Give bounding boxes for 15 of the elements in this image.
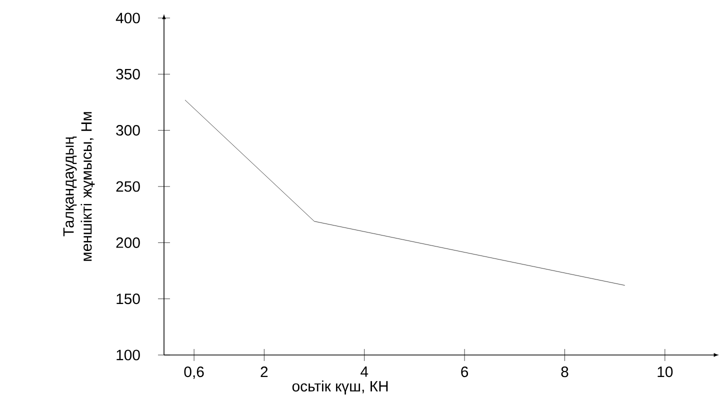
x-tick-label: 4: [360, 366, 368, 377]
y-tick-label: 250: [116, 181, 140, 192]
x-tick-label: 2: [260, 366, 268, 377]
x-tick-label: 6: [461, 366, 468, 378]
y-tick-label: 100: [116, 350, 140, 360]
y-tick-label: 200: [116, 237, 140, 248]
x-tick-label: 10: [658, 366, 673, 378]
y-tick-label: 400: [116, 12, 140, 24]
y-axis-title: Талқандаудың меншікті жұмысы, Нм: [63, 112, 95, 261]
x-tick-label: 8: [561, 366, 568, 378]
x-axis-title: осьтік күш, КН: [292, 380, 388, 394]
y-tick-label: 300: [116, 125, 140, 136]
y-tick-label: 150: [116, 294, 140, 304]
y-tick-label: 350: [116, 68, 140, 80]
x-tick-label: 0,6: [184, 366, 204, 379]
